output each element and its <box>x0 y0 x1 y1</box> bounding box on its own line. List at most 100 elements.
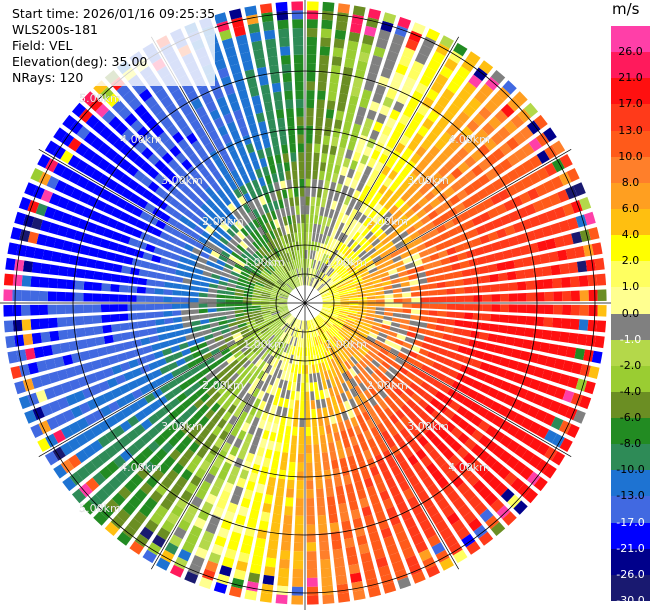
range-gate <box>545 238 557 250</box>
range-gate <box>348 292 358 296</box>
range-gate <box>333 476 343 487</box>
range-gate <box>94 199 107 212</box>
range-gate <box>265 222 273 232</box>
range-gate <box>323 126 332 137</box>
range-gate <box>473 90 488 104</box>
range-gate <box>272 287 282 293</box>
range-gate <box>442 333 453 342</box>
range-gate <box>314 206 320 216</box>
range-gate <box>273 414 281 425</box>
range-gate <box>377 246 387 255</box>
range-gate <box>242 392 252 403</box>
range-gate <box>551 433 565 448</box>
range-gate <box>399 323 409 330</box>
range-gate <box>352 472 362 483</box>
range-gate <box>266 355 274 365</box>
range-gate <box>439 383 451 394</box>
range-gate <box>40 189 54 203</box>
range-gate <box>410 314 420 321</box>
range-gate <box>210 326 221 333</box>
range-gate <box>275 329 283 338</box>
ray <box>322 306 600 380</box>
range-gate <box>98 380 110 392</box>
range-gate <box>410 253 421 261</box>
range-gate <box>228 255 238 263</box>
range-gate <box>409 231 420 241</box>
range-gate <box>312 259 317 269</box>
range-gate <box>116 531 132 546</box>
range-gate <box>246 350 255 360</box>
range-gate <box>478 106 492 120</box>
range-gate <box>374 141 385 153</box>
range-gate <box>372 121 384 133</box>
range-gate <box>21 304 31 316</box>
range-gate <box>412 461 424 474</box>
range-gate <box>431 103 445 116</box>
range-gate <box>588 365 600 380</box>
range-gate <box>205 522 218 535</box>
range-gate <box>289 270 295 280</box>
range-gate <box>455 287 465 295</box>
range-gate <box>155 448 168 461</box>
range-gate <box>520 375 533 388</box>
range-gate <box>341 185 349 196</box>
range-gate <box>314 336 319 346</box>
range-gate <box>358 237 368 247</box>
range-gate <box>228 343 238 351</box>
range-gate <box>340 429 348 440</box>
range-gate <box>83 460 98 475</box>
range-gate <box>216 303 226 308</box>
range-gate <box>358 403 367 414</box>
range-gate <box>119 322 130 331</box>
range-gate <box>366 292 376 297</box>
range-gate <box>166 469 179 482</box>
range-gate <box>363 429 373 441</box>
range-gate <box>380 527 393 539</box>
range-gate <box>252 218 261 229</box>
range-gate <box>217 527 230 539</box>
range-gate <box>167 435 180 448</box>
range-gate <box>143 372 155 383</box>
range-gate <box>325 199 332 209</box>
range-gate <box>347 289 357 294</box>
range-gate <box>161 476 174 489</box>
range-gate <box>245 337 255 345</box>
range-gate <box>369 465 380 477</box>
range-gate <box>234 418 244 430</box>
range-gate <box>155 88 169 102</box>
range-gate <box>351 255 360 264</box>
range-gate <box>471 321 482 330</box>
ray <box>319 311 566 466</box>
colorbar-segment <box>611 287 650 314</box>
range-gate <box>78 108 93 123</box>
range-gate <box>329 288 339 294</box>
range-gate <box>339 243 347 253</box>
range-gate <box>267 263 276 272</box>
ray <box>71 314 292 504</box>
ray <box>322 304 605 349</box>
range-gate <box>140 432 153 445</box>
range-gate <box>342 438 351 449</box>
range-gate <box>291 435 298 445</box>
range-gate <box>145 311 155 319</box>
range-gate <box>363 165 373 177</box>
range-gate <box>559 263 570 275</box>
range-gate <box>327 329 335 338</box>
range-gate <box>70 187 83 201</box>
range-gate <box>412 237 424 246</box>
range-gate <box>448 542 463 556</box>
range-gate <box>373 282 383 288</box>
ray <box>320 311 573 452</box>
range-gate <box>62 409 75 423</box>
range-gate <box>282 274 290 283</box>
range-gate <box>334 230 341 240</box>
range-gate <box>178 256 189 264</box>
range-gate <box>361 356 371 366</box>
range-gate <box>220 75 233 88</box>
range-gate <box>373 46 386 58</box>
range-ring-label: 2.00km <box>366 379 408 392</box>
range-gate <box>209 220 219 230</box>
range-gate <box>297 143 304 153</box>
range-gate <box>492 429 505 443</box>
range-gate <box>282 72 292 83</box>
